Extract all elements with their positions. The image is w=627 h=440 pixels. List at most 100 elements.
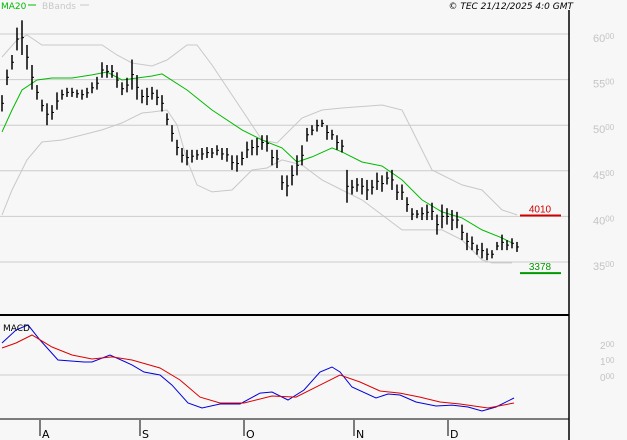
price-bar: [261, 135, 264, 150]
price-bar: [141, 89, 144, 104]
price-bar: [321, 119, 324, 128]
price-bar: [296, 155, 299, 176]
price-bar: [266, 135, 269, 152]
price-bar: [191, 149, 194, 163]
macd-lines: [1, 324, 515, 412]
price-bar: [336, 135, 339, 150]
price-bar: [316, 119, 319, 132]
price-bar: [386, 171, 389, 185]
legend-bbands-label: BBands: [42, 2, 76, 12]
y-tick-minor: 00: [605, 32, 614, 41]
reference-label-4010: 4010: [529, 204, 552, 215]
price-bar: [426, 204, 429, 221]
price-bar: [276, 149, 279, 169]
price-bar: [281, 175, 284, 190]
y-tick-major: 55: [593, 79, 605, 91]
legend: MA20 BBands: [1, 2, 89, 12]
price-bar: [76, 89, 79, 98]
price-bar: [91, 82, 94, 94]
macd-tick-label-200: 200: [600, 340, 615, 352]
price-bar: [111, 65, 114, 78]
price-bar: [441, 204, 444, 229]
x-tick-label-A: A: [42, 428, 50, 440]
price-bar: [121, 82, 124, 96]
price-bar: [301, 145, 304, 166]
price-bar: [61, 89, 64, 100]
x-tick-label-N: N: [356, 428, 364, 440]
price-bar: [96, 76, 99, 90]
y-tick-minor: 00: [605, 214, 614, 223]
macd-signal-line: [1, 334, 515, 409]
price-bar: [106, 65, 109, 78]
price-bar: [6, 69, 9, 86]
price-bar: [151, 86, 154, 100]
price-bar: [481, 242, 484, 259]
legend-ma20-label: MA20: [1, 2, 27, 12]
price-bar: [66, 87, 69, 97]
y-tick-minor: 00: [605, 123, 614, 132]
price-bar: [226, 148, 229, 162]
price-bar: [126, 77, 129, 93]
price-bar: [11, 54, 14, 70]
price-bar: [21, 20, 24, 55]
macd-title: MACD: [3, 324, 30, 334]
price-bar: [81, 89, 84, 100]
price-bar: [156, 89, 159, 106]
price-bar: [346, 169, 349, 203]
price-bar: [41, 99, 44, 112]
price-bar: [496, 241, 499, 251]
price-bar: [171, 125, 174, 142]
macd-tick-minor: 00: [606, 356, 615, 365]
price-bar: [376, 172, 379, 190]
price-bar: [246, 141, 249, 159]
price-bar: [161, 95, 164, 112]
x-tick-label-S: S: [142, 428, 149, 440]
y-tick-label-5500: 5500: [593, 78, 615, 91]
price-bar: [46, 103, 49, 126]
price-bar: [351, 179, 354, 195]
price-bar: [186, 149, 189, 166]
y-tick-label-3500: 3500: [593, 260, 615, 273]
y-tick-label-4000: 4000: [593, 214, 615, 227]
y-tick-minor: 00: [605, 78, 614, 87]
macd-tick-minor: 00: [606, 372, 615, 381]
price-bars: [1, 20, 519, 261]
price-bar: [451, 210, 454, 231]
y-tick-label-6000: 6000: [593, 32, 615, 45]
price-bar: [236, 155, 239, 172]
y-tick-label-4500: 4500: [593, 169, 615, 182]
price-bar: [501, 234, 504, 251]
price-bar: [471, 236, 474, 251]
price-bar: [86, 87, 89, 98]
price-bar: [361, 178, 364, 195]
price-bar: [401, 184, 404, 200]
price-bar: [331, 129, 334, 140]
price-bar: [146, 87, 149, 106]
y-tick-major: 40: [593, 215, 605, 227]
x-tick-label-D: D: [450, 428, 458, 440]
price-bar: [416, 210, 419, 219]
price-bar: [421, 207, 424, 221]
price-bar: [291, 165, 294, 186]
y-tick-minor: 00: [605, 260, 614, 269]
y-tick-label-5000: 5000: [593, 123, 615, 136]
bollinger-bands: [1, 34, 518, 264]
price-bar: [511, 238, 514, 249]
price-bar: [341, 139, 344, 153]
price-bar: [16, 27, 19, 51]
price-bar: [176, 139, 179, 156]
bband-upper-line: [1, 34, 518, 216]
price-bar: [131, 59, 134, 90]
price-bar: [326, 125, 329, 140]
price-bar: [406, 197, 409, 212]
price-bar: [366, 179, 369, 200]
price-bar: [476, 244, 479, 255]
price-bar: [211, 148, 214, 159]
price-bar: [251, 139, 254, 156]
price-bar: [26, 44, 29, 70]
price-bar: [391, 169, 394, 190]
price-bar: [446, 208, 449, 225]
